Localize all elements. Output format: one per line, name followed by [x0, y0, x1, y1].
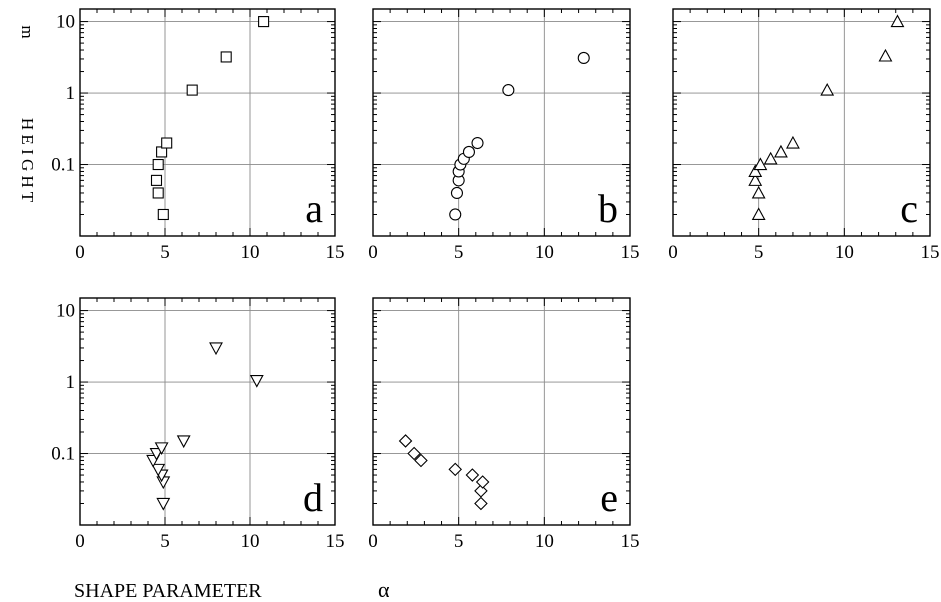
panel-e: 0 5 10 15e — [368, 297, 640, 552]
data-point — [763, 151, 778, 165]
x-axis-symbol: α — [378, 577, 390, 602]
data-point — [465, 468, 480, 482]
data-point — [751, 185, 766, 199]
x-tick-label: 5 — [754, 242, 764, 263]
data-point — [150, 174, 163, 186]
x-tick-label: 0 — [368, 531, 378, 552]
plot-frame — [372, 8, 631, 237]
x-tick-label: 5 — [454, 531, 464, 552]
plot-frame — [79, 297, 336, 526]
data-point — [753, 157, 768, 171]
x-tick-label: 15 — [621, 242, 640, 263]
x-tick-label: 0 — [368, 242, 378, 263]
panel-letter: c — [900, 186, 918, 231]
data-point — [449, 208, 462, 221]
panel-letter: b — [598, 186, 618, 231]
data-point — [152, 187, 164, 199]
x-tick-label: 10 — [535, 242, 554, 263]
data-point — [890, 14, 905, 28]
x-tick-label: 10 — [535, 531, 554, 552]
panel-a: 0 5 10 15 0.1 1 10 a — [51, 8, 345, 263]
x-tick-label: 10 — [241, 531, 260, 552]
data-point — [820, 82, 835, 96]
data-point — [154, 442, 169, 456]
plot-frame — [79, 8, 336, 237]
data-point — [748, 164, 763, 178]
x-tick-label: 5 — [160, 242, 170, 263]
data-point — [156, 497, 171, 511]
data-point — [774, 144, 788, 158]
data-point — [149, 447, 164, 461]
x-tick-label: 10 — [241, 242, 260, 263]
y-tick-label: 1 — [66, 372, 76, 393]
data-point — [407, 446, 421, 461]
data-point — [462, 145, 475, 158]
data-point — [157, 208, 169, 221]
data-point — [471, 136, 484, 150]
data-point — [502, 84, 515, 97]
panel-c: 0 5 10 15c — [668, 8, 940, 263]
data-point — [209, 342, 223, 356]
data-point — [474, 484, 488, 498]
data-point — [186, 84, 198, 96]
x-tick-label: 15 — [326, 531, 345, 552]
y-tick-label: 0.1 — [51, 444, 75, 465]
data-point — [878, 48, 893, 62]
y-tick-label: 0.1 — [51, 155, 75, 176]
data-point — [414, 453, 428, 468]
data-point — [475, 475, 490, 489]
x-tick-label: 0 — [75, 242, 85, 263]
data-point — [398, 434, 413, 448]
data-point — [751, 207, 766, 221]
x-tick-label: 10 — [835, 242, 854, 263]
y-axis-unit: m — [18, 25, 37, 38]
data-point — [258, 16, 270, 28]
data-point — [176, 435, 191, 449]
data-point — [748, 173, 763, 186]
plot-frame — [672, 8, 931, 237]
data-point — [577, 51, 590, 64]
x-tick-label: 15 — [621, 531, 640, 552]
data-point — [220, 51, 232, 63]
x-axis-title: SHAPE PARAMETER — [74, 580, 262, 602]
y-tick-label: 10 — [56, 301, 75, 322]
panel-b: 0 5 10 15b — [368, 8, 640, 263]
data-point — [249, 374, 264, 388]
panel-letter: e — [600, 475, 618, 520]
x-tick-label: 15 — [326, 242, 345, 263]
x-tick-label: 15 — [921, 242, 940, 263]
x-tick-label: 5 — [160, 531, 170, 552]
y-tick-label: 10 — [56, 12, 75, 33]
y-tick-label: 1 — [66, 83, 76, 104]
x-tick-label: 0 — [668, 242, 678, 263]
plot-frame — [372, 297, 631, 526]
x-tick-label: 5 — [454, 242, 464, 263]
data-point — [450, 186, 464, 200]
data-point — [474, 496, 488, 511]
panel-letter: d — [303, 475, 323, 520]
panel-d: 0 5 10 15 0.1 1 10 d — [51, 297, 345, 552]
panel-letter: a — [305, 186, 323, 231]
data-point — [786, 135, 800, 149]
data-point — [448, 462, 463, 477]
data-point — [151, 463, 166, 477]
y-axis-title: H E I G H T — [18, 118, 37, 203]
data-point — [152, 158, 164, 171]
data-point — [161, 137, 173, 149]
x-tick-label: 0 — [75, 531, 85, 552]
